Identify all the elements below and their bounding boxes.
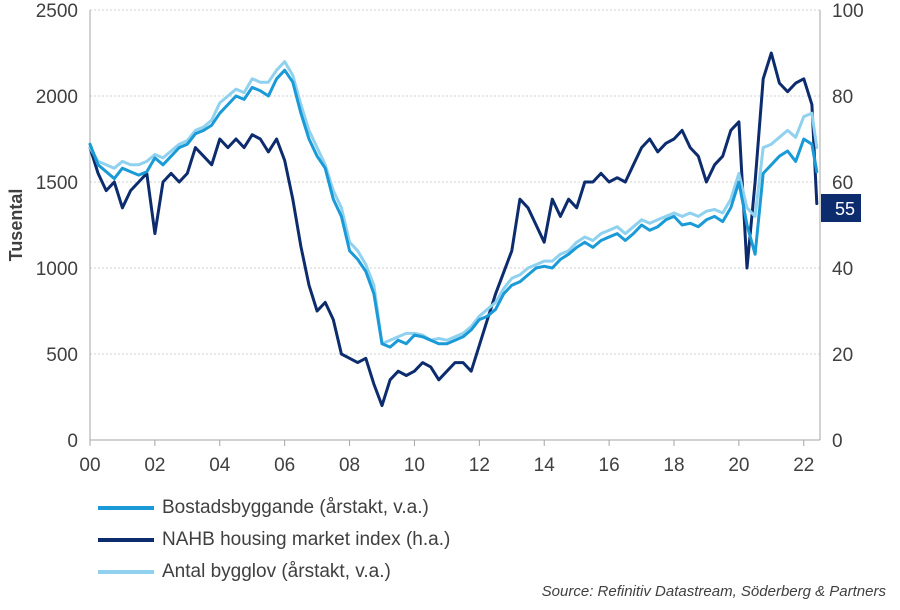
legend-label: NAHB housing market index (h.a.): [162, 529, 451, 550]
y-left-tick-label: 0: [67, 431, 78, 452]
legend: Bostadsbyggande (årstakt, v.a.) NAHB hou…: [98, 492, 450, 588]
y-axis-label: Tusental: [6, 189, 26, 262]
x-tick-label: 22: [793, 455, 814, 476]
legend-swatch: [98, 570, 154, 574]
x-tick-label: 02: [144, 455, 165, 476]
x-tick-label: 20: [728, 455, 749, 476]
x-tick-label: 08: [339, 455, 360, 476]
gridlines: [90, 9, 820, 355]
x-tick-label: 12: [469, 455, 490, 476]
x-tick-label: 10: [404, 455, 425, 476]
y-right-tick-label: 80: [832, 87, 853, 108]
x-tick-label: 16: [599, 455, 620, 476]
y-right-tick-label: 60: [832, 173, 853, 194]
source-note: Source: Refinitiv Datastream, Söderberg …: [541, 583, 886, 600]
x-tick-label: 00: [79, 455, 100, 476]
x-tick-label: 18: [663, 455, 684, 476]
legend-item: Antal bygglov (årstakt, v.a.): [98, 556, 450, 588]
x-tick-label: 04: [209, 455, 231, 476]
legend-item: NAHB housing market index (h.a.): [98, 524, 450, 556]
y-right-tick-label: 40: [832, 259, 853, 280]
line-chart: 0 500 1000 1500 2000 2500 0 20 40 60 80 100 00 02 04…: [6, 1, 864, 476]
series-line-0: [88, 68, 819, 349]
left-axis-ticks: 0 500 1000 1500 2000 2500: [36, 1, 78, 452]
y-left-tick-label: 1000: [36, 259, 78, 280]
x-tick-label: 14: [534, 455, 556, 476]
y-right-tick-label: 20: [832, 345, 853, 366]
series-line-1: [88, 51, 819, 408]
x-axis-ticks: 00 02 04 06 08 10 12 14 16 18 20 22: [79, 440, 814, 476]
y-right-tick-label: 100: [832, 1, 864, 22]
y-left-tick-label: 500: [46, 345, 78, 366]
y-right-tick-label: 0: [832, 431, 843, 452]
right-axis-ticks: 0 20 40 60 80 100: [832, 1, 864, 452]
series-lines: [88, 51, 819, 408]
legend-item: Bostadsbyggande (årstakt, v.a.): [98, 492, 450, 524]
legend-label: Antal bygglov (årstakt, v.a.): [162, 561, 391, 582]
legend-label: Bostadsbyggande (årstakt, v.a.): [162, 497, 429, 518]
x-tick-label: 06: [274, 455, 295, 476]
series-line-2: [88, 60, 819, 346]
y-left-tick-label: 1500: [36, 173, 78, 194]
end-value-badge: 55: [821, 194, 861, 222]
legend-swatch: [98, 506, 154, 510]
y-left-tick-label: 2000: [36, 87, 78, 108]
y-left-tick-label: 2500: [36, 1, 78, 22]
legend-swatch: [98, 538, 154, 542]
end-value-label: 55: [835, 199, 855, 219]
